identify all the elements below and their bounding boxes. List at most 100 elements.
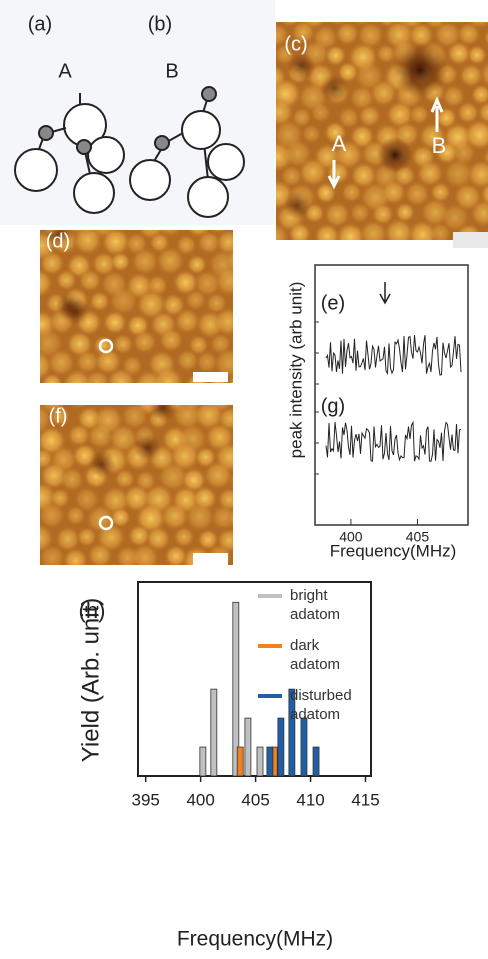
stm-bump [466, 159, 488, 190]
molecule-b [129, 86, 245, 218]
stm-bump [231, 334, 233, 346]
stm-bump [132, 329, 157, 355]
stm-bump [110, 251, 131, 272]
stm-bump [397, 242, 420, 265]
stm-bump [227, 372, 233, 383]
stm-bump [357, 239, 365, 240]
stm-bump [106, 367, 136, 383]
bar [312, 746, 320, 777]
marker-circle [98, 515, 114, 531]
stm-bump [110, 506, 131, 528]
stm-bump [451, 22, 467, 25]
stm-bump [470, 199, 488, 228]
bar [300, 717, 308, 777]
stm-image-d [40, 230, 233, 383]
stm-bump [288, 222, 312, 240]
stm-bump [376, 43, 397, 64]
stm-defect [377, 137, 413, 173]
stm-bump [101, 230, 131, 257]
stm-bump [323, 201, 351, 228]
stm-bump [69, 405, 89, 410]
stm-bump [359, 219, 388, 240]
stm-bump [229, 470, 233, 490]
stm-dark [320, 74, 349, 103]
x-tick-label: 400 [339, 529, 363, 545]
stm-bump [59, 466, 85, 492]
stm-bump [408, 104, 430, 125]
stm-bump [40, 501, 66, 530]
stm-bump [358, 104, 382, 128]
x-tick-label: 395 [132, 790, 160, 809]
stm-bump [94, 347, 122, 376]
spectra-y-label: peak intensity (arb unit) [286, 282, 305, 459]
stm-bump [65, 505, 86, 526]
stm-bump [276, 222, 289, 240]
spectrum-trace [325, 420, 462, 462]
stm-bump [75, 349, 100, 375]
spectrum-trace [325, 335, 462, 376]
stm-dark [133, 433, 162, 462]
stm-bump [483, 28, 488, 46]
stm-bump [41, 373, 63, 383]
stm-bump [47, 348, 76, 377]
bar [277, 717, 285, 777]
stm-bump [323, 121, 347, 144]
stm-bump [87, 542, 113, 565]
stm-bump [160, 501, 190, 531]
stm-dark [45, 230, 74, 248]
stm-bump [130, 247, 159, 276]
stm-bump [224, 567, 246, 589]
stm-bump [40, 268, 54, 299]
stm-bump [186, 254, 208, 275]
arrow [379, 282, 391, 305]
stm-bump [89, 290, 110, 312]
legend-label: disturbed adatom [290, 687, 352, 723]
stm-bump [335, 222, 366, 240]
stm-dark [148, 405, 177, 422]
stm-bump [227, 506, 233, 530]
stm-bump [477, 100, 488, 125]
stm-bump [310, 102, 332, 124]
panel-label: (b) [148, 13, 172, 35]
stm-bump [291, 22, 316, 45]
stm-bump [234, 547, 259, 572]
stm-bump [441, 84, 466, 109]
stm-bump [371, 202, 395, 226]
bar [232, 601, 240, 777]
panel-label: (g) [321, 395, 345, 417]
marker-circle [98, 338, 114, 354]
stm-bump [198, 568, 218, 588]
stm-bump [213, 347, 233, 379]
stm-bump [324, 44, 347, 67]
stm-bump [62, 547, 89, 565]
stm-dark [88, 449, 117, 478]
stm-bump [195, 350, 219, 374]
stm-bump [184, 289, 207, 311]
stm-bump [177, 569, 197, 589]
stm-bump [157, 461, 189, 493]
stm-bump [408, 22, 435, 49]
spectra-x-label: Frequency(MHz) [330, 541, 457, 560]
stm-bump [84, 369, 110, 383]
bar [210, 688, 218, 777]
panel-label: (h) [79, 598, 106, 623]
stm-bump [274, 241, 300, 267]
stm-bump [301, 123, 322, 144]
panel-label: (c) [284, 33, 307, 55]
image-label: A [332, 131, 347, 156]
stm-bump [86, 422, 114, 450]
stm-bump [77, 567, 104, 594]
molecule-a [14, 93, 125, 214]
stm-bump [152, 366, 184, 383]
stm-bump [155, 246, 185, 276]
legend-label: dark adatom [290, 637, 341, 673]
bar [256, 746, 264, 777]
stm-bump [120, 405, 131, 407]
stm-bump [205, 292, 228, 314]
arrow [327, 160, 341, 190]
stm-bump [213, 307, 233, 337]
stm-bump [133, 563, 146, 565]
stm-bump [174, 308, 201, 334]
stm-bump [215, 230, 233, 255]
